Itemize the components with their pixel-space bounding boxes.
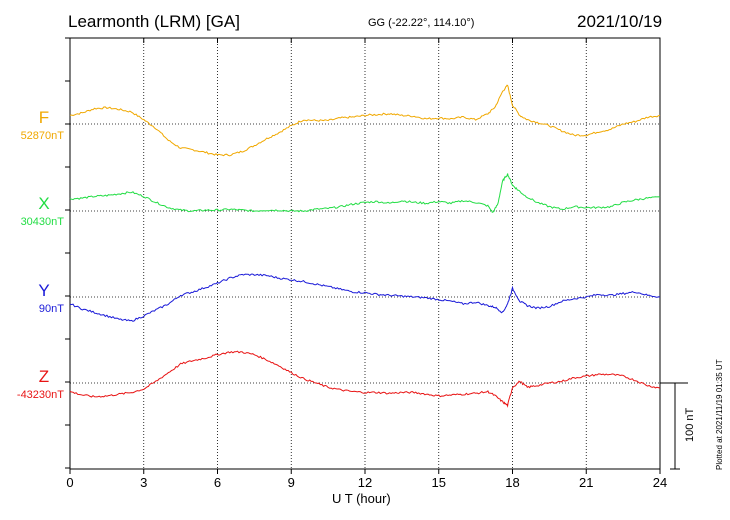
channel-name-z: Z — [38, 367, 50, 386]
chart-date: 2021/10/19 — [577, 12, 663, 31]
channel-baseline-f: 52870nT — [20, 130, 64, 142]
x-tick-label: 12 — [358, 475, 372, 490]
station-coordinates: GG (-22.22°, 114.10°) — [368, 17, 475, 29]
x-tick-label: 21 — [579, 475, 593, 490]
series-line-f — [69, 84, 661, 157]
x-tick-label: 18 — [505, 475, 519, 490]
channel-baseline-y: 90nT — [38, 303, 64, 315]
x-axis-label: U T (hour) — [332, 491, 391, 506]
channel-name-f: F — [38, 108, 50, 127]
x-tick-label: 24 — [653, 475, 667, 490]
channel-name-x: X — [38, 194, 50, 213]
plotted-timestamp: Plotted at 2021/11/19 01:35 UT — [715, 359, 724, 470]
station-title: Learmonth (LRM) [GA] — [68, 12, 240, 31]
x-tick-label: 3 — [140, 475, 147, 490]
x-tick-label: 0 — [66, 475, 73, 490]
x-tick-label: 15 — [432, 475, 446, 490]
channel-baseline-x: 30430nT — [20, 216, 64, 228]
channel-name-y: Y — [38, 281, 50, 300]
series-line-x — [69, 173, 661, 213]
series-line-y — [69, 273, 661, 322]
x-tick-label: 6 — [214, 475, 221, 490]
series-line-z — [69, 350, 661, 408]
channel-baseline-z: -43230nT — [16, 389, 64, 401]
x-tick-label: 9 — [288, 475, 295, 490]
scale-bar-label: 100 nT — [684, 407, 696, 442]
